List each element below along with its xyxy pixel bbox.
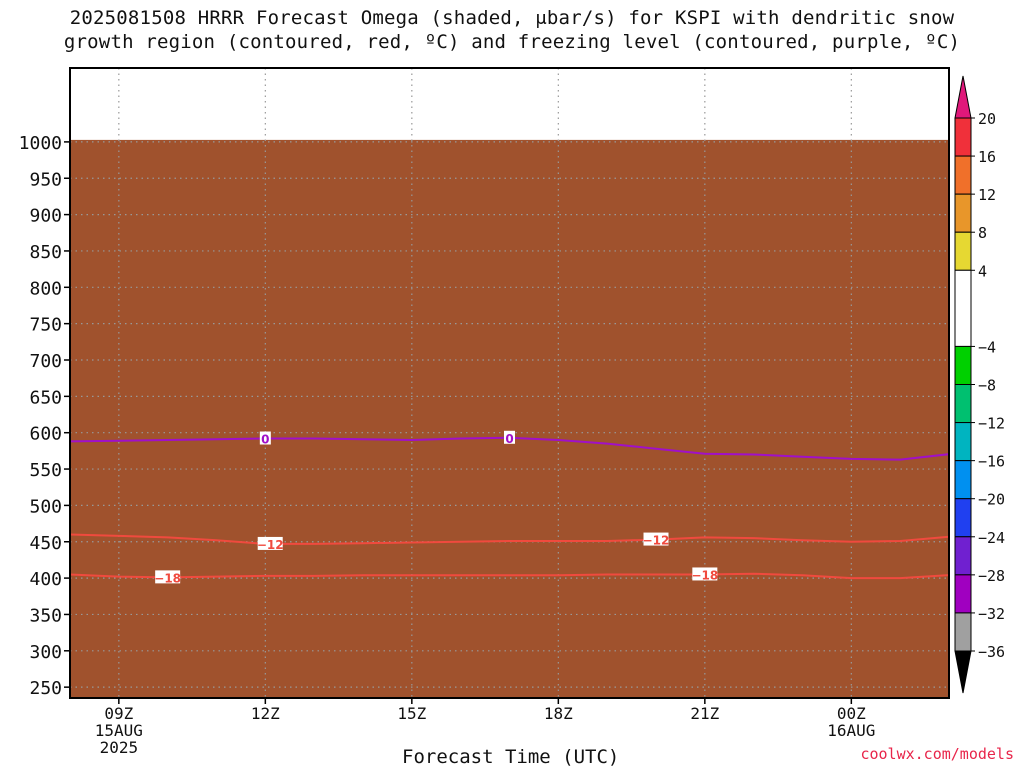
isotherm-label-bg xyxy=(643,532,669,546)
isotherm-label-bg xyxy=(692,567,718,581)
y-tick-label-450: 450 xyxy=(29,533,62,554)
x-tick-label-09Z: 09Z xyxy=(104,704,133,723)
colorbar-label-12: −32 xyxy=(978,605,1005,623)
isotherm-label--12-1: −12 xyxy=(643,534,670,548)
colorbar-band-6 xyxy=(954,384,972,424)
colorbar: 20 16 12 8 4 −4 −8 −12 −16 −20 −24 −28 −32 −36 xyxy=(954,75,1005,694)
colorbar-label-7: −12 xyxy=(978,415,1005,433)
isotherm-label--12-0: −12 xyxy=(257,538,284,552)
plot-frame xyxy=(69,67,950,699)
title-line-2: growth region (contoured, red, ºC) and f… xyxy=(63,31,961,53)
x-tick-label-15Z: 15Z xyxy=(397,704,426,723)
colorbar-label-0: 20 xyxy=(978,110,996,128)
y-tick-label-500: 500 xyxy=(29,496,62,517)
isotherm--18 xyxy=(70,572,949,580)
y-tick-label-300: 300 xyxy=(29,642,62,663)
y-tick-label-550: 550 xyxy=(29,460,62,481)
isotherm--12 xyxy=(70,533,949,545)
isotherm-label-0-1: 0 xyxy=(505,432,513,446)
colorbar-band-11 xyxy=(954,574,972,614)
ground-layer xyxy=(70,139,949,698)
colorbar-band-2 xyxy=(954,193,972,233)
y-tick-label-350: 350 xyxy=(29,605,62,626)
colorbar-label-1: 16 xyxy=(978,148,996,166)
colorbar-label-3: 8 xyxy=(978,224,987,242)
x-tick-label-21Z: 21Z xyxy=(690,704,719,723)
y-tick-label-850: 850 xyxy=(29,242,62,263)
isotherm-label-bg xyxy=(259,431,271,445)
colorbar-band-5 xyxy=(954,345,972,385)
x-tick-label-18Z: 18Z xyxy=(544,704,573,723)
colorbar-label-11: −28 xyxy=(978,567,1005,585)
colorbar-label-2: 12 xyxy=(978,186,996,204)
y-tick-label-600: 600 xyxy=(29,424,62,445)
colorbar-label-4: 4 xyxy=(978,262,987,280)
colorbar-band-4 xyxy=(954,269,972,347)
colorbar-label-5: −4 xyxy=(978,338,996,356)
y-tick-label-400: 400 xyxy=(29,569,62,590)
colorbar-label-9: −20 xyxy=(978,491,1005,509)
colorbar-under-triangle xyxy=(954,650,972,694)
colorbar-band-8 xyxy=(954,460,972,500)
x-tick-sublabel-15AUG: 15AUG xyxy=(95,721,143,740)
colorbar-over-triangle xyxy=(954,75,972,119)
isotherm-label-bg xyxy=(155,570,181,584)
chart-title: 2025081508 HRRR Forecast Omega (shaded, … xyxy=(0,6,1024,54)
credit-link[interactable]: coolwx.com/models xyxy=(860,745,1014,763)
plot-area: −18 −18 −12 −12 0 0 xyxy=(70,68,949,698)
colorbar-label-13: −36 xyxy=(978,643,1005,661)
isotherm-label--18-1: −18 xyxy=(691,568,718,582)
colorbar-band-3 xyxy=(954,231,972,271)
isotherm-label-bg xyxy=(504,430,515,444)
colorbar-band-12 xyxy=(954,612,972,652)
y-tick-label-250: 250 xyxy=(29,678,62,699)
colorbar-label-10: −24 xyxy=(978,529,1005,547)
x-tick-sublabel-2025: 2025 xyxy=(100,738,139,757)
x-tick-label-12Z: 12Z xyxy=(251,704,280,723)
colorbar-band-1 xyxy=(954,155,972,195)
x-tick-sublabel-16AUG: 16AUG xyxy=(827,721,875,740)
colorbar-label-6: −8 xyxy=(978,377,996,395)
x-tick-label-00Z: 00Z xyxy=(837,704,866,723)
colorbar-band-7 xyxy=(954,422,972,462)
y-tick-label-650: 650 xyxy=(29,387,62,408)
y-tick-label-800: 800 xyxy=(29,278,62,299)
x-axis-label: Forecast Time (UTC) xyxy=(402,746,620,768)
title-line-1: 2025081508 HRRR Forecast Omega (shaded, … xyxy=(69,7,955,29)
y-tick-label-900: 900 xyxy=(29,206,62,227)
isotherm-label-0-0: 0 xyxy=(261,433,269,447)
colorbar-label-8: −16 xyxy=(978,453,1005,471)
isotherm-label-bg xyxy=(257,536,283,550)
y-tick-label-700: 700 xyxy=(29,351,62,372)
y-tick-label-1000: 1000 xyxy=(19,133,62,154)
y-tick-label-750: 750 xyxy=(29,315,62,336)
isotherm-label--18-0: −18 xyxy=(154,571,181,585)
y-tick-label-950: 950 xyxy=(29,169,62,190)
colorbar-band-9 xyxy=(954,498,972,538)
colorbar-band-0 xyxy=(954,117,972,157)
colorbar-band-10 xyxy=(954,536,972,576)
